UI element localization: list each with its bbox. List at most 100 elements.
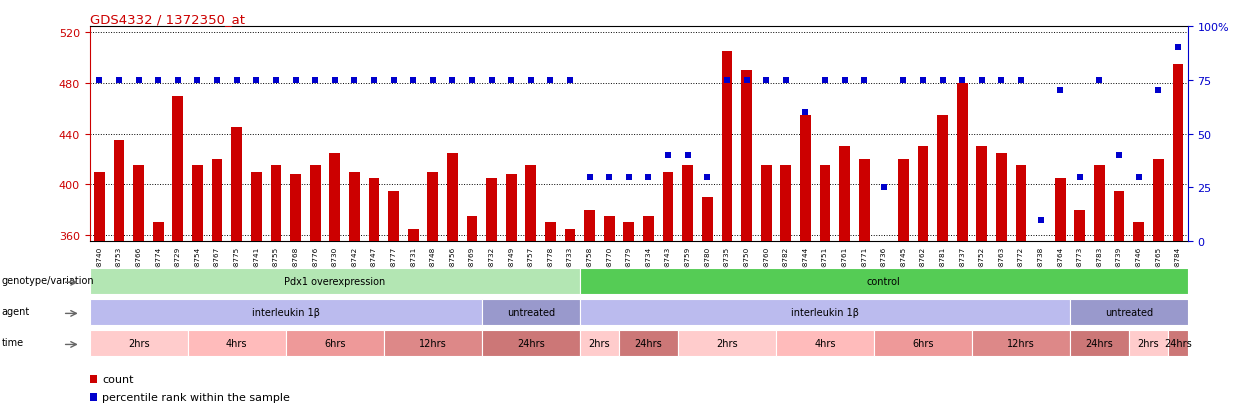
Bar — [679, 330, 776, 356]
Bar — [624, 223, 634, 242]
Point — [462, 77, 482, 84]
Point — [285, 77, 305, 84]
Text: 4hrs: 4hrs — [814, 338, 835, 348]
Bar — [1133, 223, 1144, 242]
Point — [325, 77, 345, 84]
Bar — [1153, 159, 1164, 242]
Text: control: control — [867, 276, 900, 286]
Bar — [1094, 166, 1104, 242]
Point — [1148, 88, 1168, 95]
Text: Pdx1 overexpression: Pdx1 overexpression — [284, 276, 386, 286]
Text: interleukin 1β: interleukin 1β — [251, 307, 320, 317]
Bar — [874, 330, 972, 356]
Bar — [1114, 191, 1124, 242]
Point — [560, 77, 580, 84]
Bar — [90, 299, 482, 325]
Bar — [487, 178, 497, 242]
Point — [599, 174, 619, 180]
Bar — [702, 197, 712, 242]
Point — [991, 77, 1011, 84]
Point — [128, 77, 148, 84]
Text: genotype/variation: genotype/variation — [1, 275, 95, 285]
Point — [659, 152, 679, 159]
Bar — [427, 172, 438, 242]
Bar — [859, 159, 869, 242]
Bar — [1016, 166, 1026, 242]
Bar — [212, 159, 223, 242]
Bar — [113, 140, 125, 242]
Bar — [447, 153, 458, 242]
Bar — [580, 268, 1188, 294]
Bar — [682, 166, 693, 242]
Bar — [819, 166, 830, 242]
Bar — [972, 330, 1071, 356]
Point — [207, 77, 227, 84]
Text: 12hrs: 12hrs — [418, 338, 447, 348]
Point — [854, 77, 874, 84]
Bar — [1036, 242, 1046, 261]
Bar — [290, 175, 301, 242]
Point — [423, 77, 443, 84]
Point — [756, 77, 776, 84]
Bar — [976, 147, 987, 242]
Bar — [349, 172, 360, 242]
Point — [933, 77, 952, 84]
Point — [403, 77, 423, 84]
Text: 2hrs: 2hrs — [716, 338, 738, 348]
Bar — [584, 210, 595, 242]
Bar — [505, 175, 517, 242]
Bar — [1168, 330, 1188, 356]
Text: 4hrs: 4hrs — [225, 338, 248, 348]
Bar — [525, 166, 537, 242]
Bar — [192, 166, 203, 242]
Bar — [285, 330, 383, 356]
Text: 2hrs: 2hrs — [1138, 338, 1159, 348]
Bar — [173, 96, 183, 242]
Point — [677, 152, 697, 159]
Point — [874, 185, 894, 191]
Bar — [133, 166, 144, 242]
Point — [796, 109, 815, 116]
Point — [364, 77, 383, 84]
Point — [913, 77, 933, 84]
Point — [305, 77, 325, 84]
Bar — [619, 330, 677, 356]
Point — [1168, 45, 1188, 52]
Bar — [388, 191, 398, 242]
Point — [1031, 217, 1051, 223]
Bar — [482, 330, 580, 356]
Point — [90, 77, 110, 84]
Text: interleukin 1β: interleukin 1β — [791, 307, 859, 317]
Bar — [662, 172, 674, 242]
Bar — [722, 52, 732, 242]
Bar — [153, 223, 163, 242]
Bar — [801, 115, 810, 242]
Bar — [741, 71, 752, 242]
Text: 6hrs: 6hrs — [913, 338, 934, 348]
Point — [1129, 174, 1149, 180]
Bar — [565, 229, 575, 242]
Bar — [776, 330, 874, 356]
Bar — [761, 166, 772, 242]
Bar — [482, 299, 580, 325]
Text: 24hrs: 24hrs — [1164, 338, 1191, 348]
Text: time: time — [1, 337, 24, 347]
Point — [717, 77, 737, 84]
Text: 2hrs: 2hrs — [589, 338, 610, 348]
Bar — [467, 216, 477, 242]
Bar — [1173, 65, 1183, 242]
Bar — [330, 153, 340, 242]
Point — [952, 77, 972, 84]
Point — [580, 174, 600, 180]
Point — [639, 174, 659, 180]
Point — [482, 77, 502, 84]
Point — [442, 77, 462, 84]
Bar — [1055, 178, 1066, 242]
Bar — [1129, 330, 1168, 356]
Point — [227, 77, 247, 84]
Bar — [1069, 330, 1129, 356]
Bar — [90, 330, 188, 356]
Point — [110, 77, 129, 84]
Text: untreated: untreated — [507, 307, 555, 317]
Text: 24hrs: 24hrs — [517, 338, 545, 348]
